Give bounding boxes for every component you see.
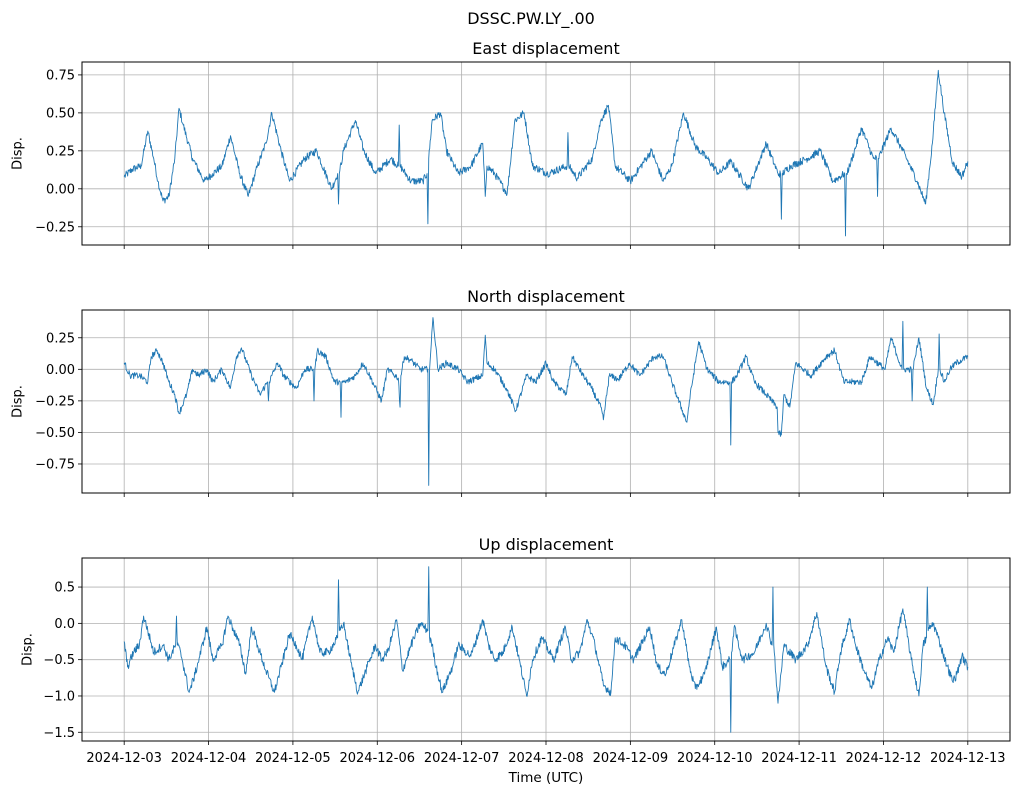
y-tick-label: 0.00	[46, 363, 75, 378]
y-axis-label: Disp.	[21, 633, 36, 666]
x-tick-label: 2024-12-05	[255, 751, 331, 766]
x-axis-label: Time (UTC)	[508, 770, 584, 786]
x-tick-label: 2024-12-03	[86, 751, 162, 766]
y-axis-label: Disp.	[11, 385, 26, 418]
panel-title: East displacement	[472, 39, 619, 58]
y-tick-label: 0.25	[46, 331, 75, 346]
y-tick-label: 0.50	[46, 106, 75, 121]
x-tick-label: 2024-12-12	[846, 751, 922, 766]
x-tick-label: 2024-12-10	[677, 751, 753, 766]
y-tick-label: −0.5	[43, 653, 75, 668]
x-tick-label: 2024-12-13	[930, 751, 1006, 766]
y-tick-label: −0.25	[35, 220, 75, 235]
x-tick-label: 2024-12-06	[339, 751, 415, 766]
panel-up: −1.5 −1.0 −0.5 0.0 0.5 2024-12-03 2024-12-04 20…	[21, 535, 1011, 766]
x-tick-label: 2024-12-07	[424, 751, 500, 766]
panel-title: Up displacement	[479, 535, 614, 554]
y-tick-label: −0.75	[35, 457, 75, 472]
y-tick-label: 0.25	[46, 144, 75, 159]
panel-east: −0.25 0.00 0.25 0.50 0.75 East displacement Di…	[11, 39, 1011, 249]
series-line	[123, 566, 969, 733]
y-tick-label: −1.5	[43, 726, 75, 741]
y-tick-label: −0.25	[35, 394, 75, 409]
y-tick-label: 0.5	[54, 581, 75, 596]
y-tick-label: −0.50	[35, 426, 75, 441]
x-tick-label: 2024-12-04	[171, 751, 247, 766]
panel-title: North displacement	[467, 287, 625, 306]
x-tick-label: 2024-12-08	[508, 751, 584, 766]
x-tick-label: 2024-12-09	[593, 751, 669, 766]
x-tick-label: 2024-12-11	[761, 751, 837, 766]
y-axis-label: Disp.	[11, 137, 26, 170]
y-tick-label: 0.00	[46, 182, 75, 197]
panel-north: −0.75 −0.50 −0.25 0.00 0.25 North displacemen…	[11, 287, 1011, 497]
series-line	[123, 317, 969, 486]
series-line	[123, 69, 969, 237]
y-tick-label: 0.75	[46, 68, 75, 83]
y-tick-label: −1.0	[43, 689, 75, 704]
figure-suptitle: DSSC.PW.LY_.00	[467, 9, 595, 29]
y-tick-label: 0.0	[54, 617, 75, 632]
